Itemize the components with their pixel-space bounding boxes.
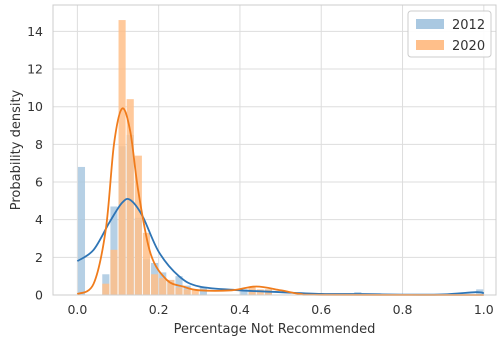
- histogram-bars: [77, 20, 484, 295]
- bar-2020: [126, 99, 134, 295]
- legend-label-2020: 2020: [452, 39, 485, 54]
- bar-2020: [110, 249, 118, 295]
- bar-2020: [142, 232, 151, 295]
- x-tick-label: 0.8: [393, 302, 413, 317]
- y-tick-label: 0: [35, 288, 43, 303]
- legend-swatch-2012: [416, 19, 444, 29]
- bar-2020: [134, 155, 142, 295]
- x-tick-label: 0.2: [149, 302, 169, 317]
- y-tick-label: 14: [27, 24, 43, 39]
- bar-2012: [240, 289, 248, 295]
- y-tick-label: 2: [35, 250, 43, 265]
- bar-2020: [159, 278, 167, 295]
- legend-swatch-2020: [416, 40, 444, 50]
- bar-2020: [175, 287, 183, 295]
- y-axis-ticks: 0 2 4 6 8 10 12 14: [27, 24, 43, 303]
- kde-line-2020: [76, 107, 484, 296]
- x-tick-label: 0.6: [311, 302, 331, 317]
- x-tick-label: 1.0: [474, 302, 494, 317]
- x-axis-label: Percentage Not Recommended: [174, 322, 376, 337]
- y-tick-label: 8: [35, 137, 43, 152]
- bar-2020: [102, 283, 110, 295]
- x-tick-label: 0.4: [230, 302, 250, 317]
- y-tick-label: 12: [27, 62, 43, 77]
- y-tick-label: 10: [27, 99, 43, 114]
- bar-2020: [118, 20, 126, 295]
- bar-2020: [151, 274, 159, 295]
- bar-2020: [167, 279, 175, 295]
- bar-2020: [183, 289, 191, 295]
- y-tick-label: 6: [35, 175, 43, 190]
- bar-2020: [191, 289, 199, 295]
- x-tick-label: 0.0: [67, 302, 87, 317]
- legend-label-2012: 2012: [452, 18, 485, 33]
- plot-frame: [52, 4, 497, 296]
- y-axis-label: Probability density: [9, 89, 24, 210]
- x-axis-ticks: 0.0 0.2 0.4 0.6 0.8 1.0: [67, 302, 493, 317]
- y-tick-label: 4: [35, 212, 43, 227]
- legend: 2012 2020: [407, 10, 492, 58]
- bar-2012: [77, 166, 86, 295]
